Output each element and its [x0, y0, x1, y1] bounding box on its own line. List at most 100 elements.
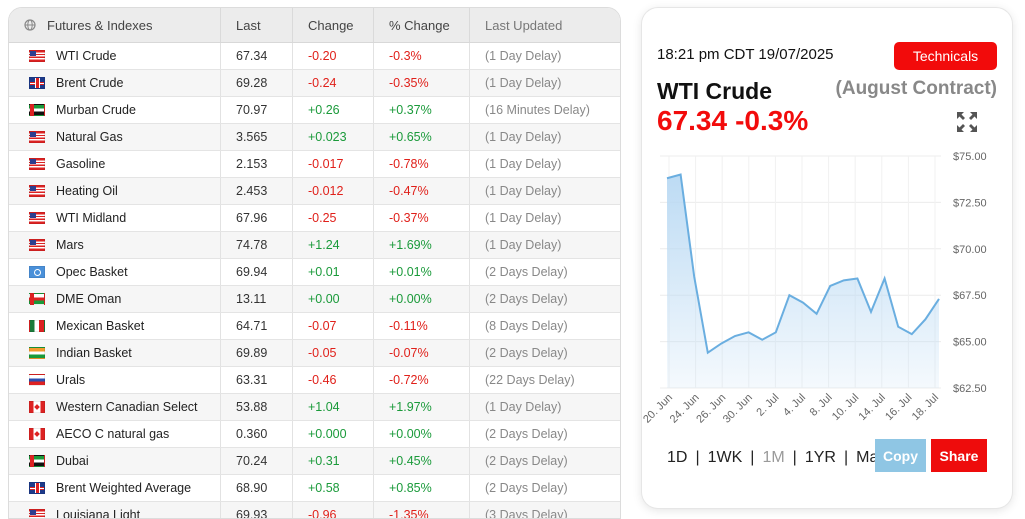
expand-arrows-icon[interactable] [956, 111, 978, 133]
header-last-updated[interactable]: Last Updated [470, 8, 620, 42]
flag-us-icon [29, 50, 45, 62]
row-change: +0.023 [293, 124, 374, 150]
globe-icon [24, 19, 36, 31]
y-tick-label: $70.00 [953, 244, 987, 256]
row-last-updated: (22 Days Delay) [470, 367, 620, 393]
x-tick-label: 18. Jul [910, 392, 941, 423]
flag-uk-icon [29, 482, 45, 494]
row-name[interactable]: Heating Oil [9, 178, 221, 204]
flag-us-icon [29, 131, 45, 143]
y-tick-label: $65.00 [953, 337, 987, 349]
row-change: -0.24 [293, 70, 374, 96]
flag-in-icon [29, 347, 45, 359]
row-pct-change: -0.11% [374, 313, 470, 339]
row-change: +1.24 [293, 232, 374, 258]
flag-us-icon [29, 158, 45, 170]
row-last-updated: (16 Minutes Delay) [470, 97, 620, 123]
row-name[interactable]: WTI Midland [9, 205, 221, 231]
row-last-updated: (8 Days Delay) [470, 313, 620, 339]
row-name[interactable]: Brent Crude [9, 70, 221, 96]
row-name[interactable]: Mexican Basket [9, 313, 221, 339]
row-change: +1.04 [293, 394, 374, 420]
row-name-label: WTI Crude [56, 49, 116, 63]
row-name[interactable]: WTI Crude [9, 43, 221, 69]
row-name[interactable]: Western Canadian Select [9, 394, 221, 420]
row-name[interactable]: Natural Gas [9, 124, 221, 150]
technicals-button[interactable]: Technicals [894, 42, 997, 70]
range-1d[interactable]: 1D [667, 449, 687, 467]
row-name[interactable]: Urals [9, 367, 221, 393]
range-separator: | [695, 449, 699, 467]
row-name[interactable]: Dubai [9, 448, 221, 474]
range-1yr[interactable]: 1YR [805, 449, 836, 467]
row-name-label: Dubai [56, 454, 89, 468]
header-last[interactable]: Last [221, 8, 293, 42]
table-row[interactable]: Mexican Basket 64.71-0.07-0.11%(8 Days De… [9, 313, 620, 340]
y-tick-label: $75.00 [953, 151, 987, 163]
header-name-label: Futures & Indexes [47, 18, 153, 33]
row-name-label: Indian Basket [56, 346, 132, 360]
row-change: +0.31 [293, 448, 374, 474]
x-tick-label: 16. Jul [883, 392, 914, 423]
header-change[interactable]: Change [293, 8, 374, 42]
row-last: 67.34 [221, 43, 293, 69]
share-button[interactable]: Share [931, 439, 987, 472]
row-pct-change: +0.65% [374, 124, 470, 150]
row-pct-change: -0.78% [374, 151, 470, 177]
flag-ca-icon [29, 428, 45, 440]
row-pct-change: -0.3% [374, 43, 470, 69]
x-tick-label: 10. Jul [830, 392, 861, 423]
row-last-updated: (1 Day Delay) [470, 232, 620, 258]
row-name-label: AECO C natural gas [56, 427, 169, 441]
flag-om-icon [29, 293, 45, 305]
x-tick-label: 14. Jul [857, 392, 888, 423]
row-change: -0.20 [293, 43, 374, 69]
row-name-label: DME Oman [56, 292, 121, 306]
range-1wk[interactable]: 1WK [708, 449, 743, 467]
row-last: 3.565 [221, 124, 293, 150]
row-pct-change: -0.07% [374, 340, 470, 366]
row-name[interactable]: Gasoline [9, 151, 221, 177]
row-name[interactable]: AECO C natural gas [9, 421, 221, 447]
row-name[interactable]: DME Oman [9, 286, 221, 312]
header-pct-change[interactable]: % Change [374, 8, 470, 42]
row-name[interactable]: Indian Basket [9, 340, 221, 366]
row-change: -0.07 [293, 313, 374, 339]
row-change: +0.01 [293, 259, 374, 285]
price-chart[interactable]: $75.00$72.50$70.00$67.50$65.00$62.5020. … [642, 148, 1012, 438]
row-name[interactable]: Murban Crude [9, 97, 221, 123]
row-last: 64.71 [221, 313, 293, 339]
price-change-pct: -0.3% [735, 105, 808, 136]
row-change: -0.46 [293, 367, 374, 393]
copy-button[interactable]: Copy [875, 439, 926, 472]
header-name[interactable]: Futures & Indexes [9, 8, 221, 42]
row-name[interactable]: Brent Weighted Average [9, 475, 221, 501]
range-1m[interactable]: 1M [762, 449, 784, 467]
row-change: +0.000 [293, 421, 374, 447]
row-name[interactable]: Mars [9, 232, 221, 258]
row-last: 70.24 [221, 448, 293, 474]
range-separator: | [793, 449, 797, 467]
row-name-label: WTI Midland [56, 211, 126, 225]
row-pct-change: -0.35% [374, 70, 470, 96]
row-pct-change: -0.72% [374, 367, 470, 393]
row-name[interactable]: Opec Basket [9, 259, 221, 285]
row-name-label: Mexican Basket [56, 319, 144, 333]
row-name-label: Gasoline [56, 157, 105, 171]
